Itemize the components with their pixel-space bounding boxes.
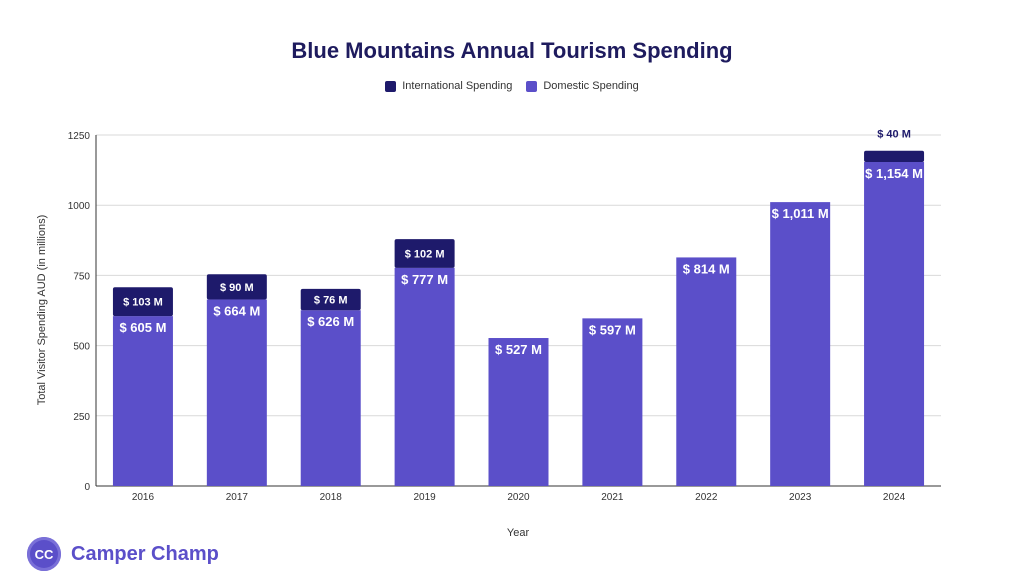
data-label-international: $ 102 M (405, 248, 445, 260)
chart-title: Blue Mountains Annual Tourism Spending (291, 38, 733, 63)
y-tick-label: 1000 (68, 201, 91, 212)
y-tick-label: 250 (73, 412, 90, 423)
data-label-domestic: $ 777 M (401, 272, 448, 287)
bar-domestic (864, 161, 925, 487)
legend-label-domestic: Domestic Spending (543, 80, 639, 92)
bar-domestic (770, 202, 831, 486)
x-tick-label: 2023 (789, 492, 812, 503)
data-label-international: $ 90 M (220, 282, 254, 294)
y-axis-title: Total Visitor Spending AUD (in millions) (36, 215, 48, 406)
y-tick-label: 500 (73, 342, 90, 353)
bar-domestic (582, 318, 643, 486)
bar-domestic (206, 299, 267, 486)
brand-name: Camper Champ (71, 542, 219, 565)
x-axis-title: Year (507, 527, 530, 539)
data-label-domestic: $ 626 M (307, 314, 354, 329)
bar-international (300, 288, 361, 311)
x-tick-label: 2016 (132, 492, 155, 503)
legend: International Spending Domestic Spending (0, 80, 1024, 92)
data-label-domestic: $ 664 M (213, 304, 260, 319)
data-label-domestic: $ 597 M (589, 322, 636, 337)
bar-international (112, 287, 173, 317)
legend-swatch-international (385, 80, 397, 92)
x-tick-label: 2024 (883, 492, 906, 503)
bar-domestic (112, 316, 173, 486)
x-tick-label: 2022 (695, 492, 718, 503)
data-label-international: $ 103 M (123, 297, 163, 309)
bar-international (206, 274, 267, 300)
bar-domestic (676, 257, 737, 486)
brand-mark-icon: CC (27, 537, 61, 571)
y-tick-label: 750 (73, 271, 90, 282)
legend-label-international: International Spending (402, 80, 513, 92)
legend-item-domestic[interactable]: Domestic Spending (526, 80, 639, 92)
x-tick-label: 2021 (601, 492, 624, 503)
legend-item-international[interactable]: International Spending (385, 80, 512, 92)
data-label-international: $ 76 M (314, 295, 348, 307)
bar-domestic (300, 310, 361, 486)
bar-international (394, 239, 455, 268)
x-tick-label: 2018 (320, 492, 343, 503)
bar-international (864, 150, 925, 162)
y-tick-label: 0 (84, 482, 90, 493)
bar-domestic (394, 267, 455, 486)
brand-logo: CC Camper Champ (27, 537, 219, 571)
data-label-international: $ 40 M (877, 129, 911, 141)
x-tick-label: 2017 (226, 492, 249, 503)
data-label-domestic: $ 1,154 M (865, 166, 923, 181)
x-tick-label: 2020 (507, 492, 530, 503)
data-label-domestic: $ 605 M (119, 320, 166, 335)
data-label-domestic: $ 527 M (495, 342, 542, 357)
bar-domestic (488, 338, 549, 486)
data-label-domestic: $ 814 M (683, 261, 730, 276)
y-tick-label: 1250 (68, 131, 91, 142)
x-tick-label: 2019 (413, 492, 436, 503)
data-label-domestic: $ 1,011 M (772, 206, 829, 221)
legend-swatch-domestic (526, 80, 538, 92)
